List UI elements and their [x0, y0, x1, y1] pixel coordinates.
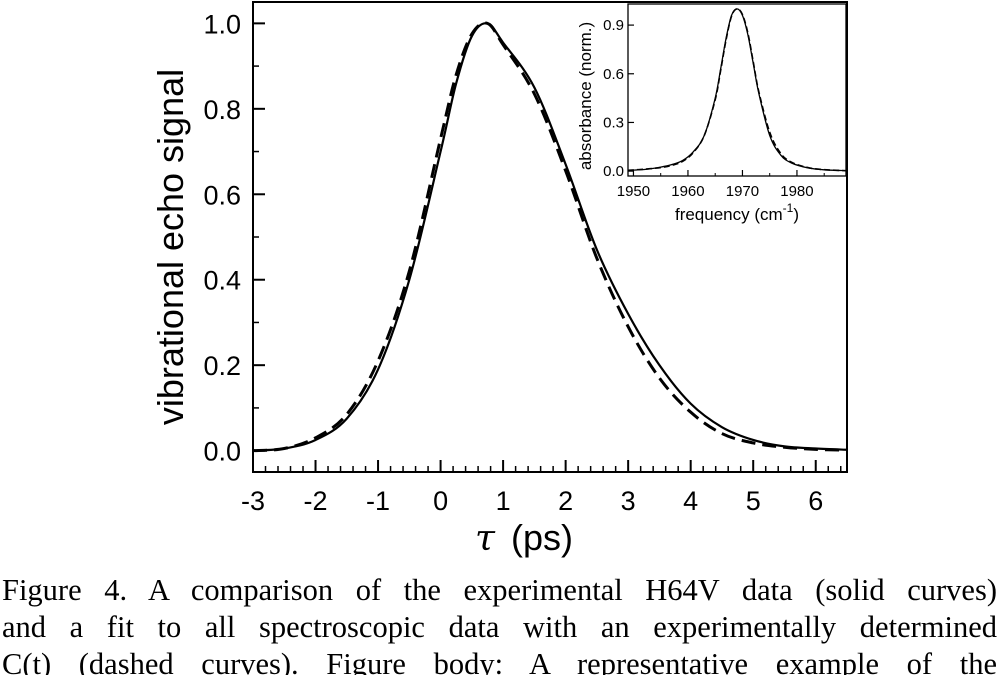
main-x-tick-label: 0: [433, 486, 448, 516]
main-y-tick-label: 1.0: [203, 9, 241, 39]
inset-background: [628, 4, 846, 176]
main-x-tick-label: -1: [366, 486, 390, 516]
main-y-tick-label: 0.0: [203, 437, 241, 467]
inset-tick-labels: 1950 1960 1970 1980 0.0 0.3 0.6 0.9: [603, 17, 813, 200]
main-x-tick-label: 2: [558, 486, 573, 516]
main-x-tick-label: 3: [621, 486, 636, 516]
inset-ticks: [628, 24, 825, 176]
main-x-tick-label: 5: [746, 486, 761, 516]
inset-series: [627, 8, 847, 172]
caption-line-3: C(t) (dashed curves). Figure body: A rep…: [2, 647, 997, 675]
figure: -3 -2 -1 0 1 2 3 4 5 6 0.0 0.2 0.4 0.6 0.8 1.0 vibratio…: [150, 1, 848, 559]
inset-y-axis-label: absorbance (norm.): [576, 22, 595, 170]
caption-line-1: Figure 4. A comparison of the experiment…: [2, 573, 997, 607]
tau-symbol: τ: [475, 518, 496, 559]
inset-y-tick-label: 0.3: [603, 114, 624, 131]
inset-x-axis-label-close: ): [793, 205, 799, 224]
main-y-tick-label: 0.2: [203, 351, 241, 381]
caption-line-2: and a fit to all spectroscopic data with…: [2, 610, 997, 644]
inset-x-tick-label: 1980: [780, 183, 813, 200]
inset-dashed-curve: [627, 8, 847, 172]
main-ticks: [252, 22, 842, 472]
inset-y-tick-label: 0.0: [603, 163, 624, 180]
main-y-tick-label: 0.8: [203, 95, 241, 125]
inset-y-tick-label: 0.6: [603, 66, 624, 83]
main-x-axis-label: τ (ps): [475, 517, 573, 559]
inset-x-tick-label: 1970: [726, 183, 759, 200]
chart-canvas: -3 -2 -1 0 1 2 3 4 5 6 0.0 0.2 0.4 0.6 0.8 1.0 vibratio…: [150, 1, 848, 559]
inset-plot-frame: [627, 3, 847, 177]
main-x-tick-label: -3: [241, 486, 265, 516]
inset-x-axis-label-sup: -1: [783, 201, 794, 215]
inset-x-axis-label: frequency (cm-1): [675, 201, 799, 224]
main-x-tick-label: 6: [808, 486, 823, 516]
main-tick-labels: -3 -2 -1 0 1 2 3 4 5 6 0.0 0.2 0.4 0.6 0.8 1.0: [203, 9, 823, 516]
main-x-axis-unit: (ps): [511, 517, 573, 558]
main-x-tick-label: 4: [683, 486, 698, 516]
figure-caption: Figure 4. A comparison of the experiment…: [2, 572, 997, 675]
inset-x-tick-label: 1950: [617, 183, 650, 200]
main-series: [252, 21, 848, 453]
main-y-tick-label: 0.4: [203, 266, 241, 296]
main-x-tick-label: 1: [496, 486, 511, 516]
inset-y-tick-label: 0.9: [603, 17, 624, 34]
inset-chart: 1950 1960 1970 1980 0.0 0.3 0.6 0.9 absorbance …: [576, 3, 847, 224]
inset-x-axis-label-main: frequency (cm: [675, 205, 783, 224]
main-chart: -3 -2 -1 0 1 2 3 4 5 6 0.0 0.2 0.4 0.6 0.8 1.0 vibratio…: [150, 1, 848, 559]
main-y-tick-label: 0.6: [203, 180, 241, 210]
main-dashed-curve: [252, 21, 848, 453]
main-x-tick-label: -2: [304, 486, 328, 516]
main-y-axis-label: vibrational echo signal: [150, 69, 191, 425]
inset-x-tick-label: 1960: [671, 183, 704, 200]
main-solid-curve: [252, 22, 848, 452]
